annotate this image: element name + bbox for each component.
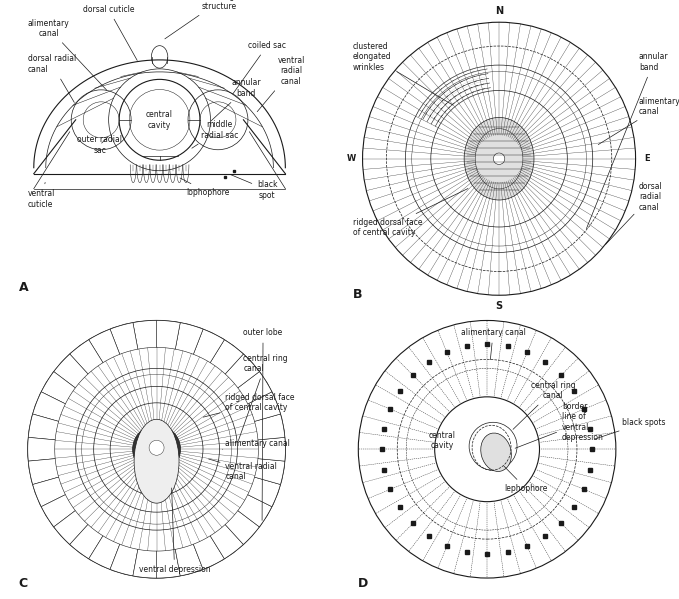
Text: dorsal elongated
structure: dorsal elongated structure [165, 0, 252, 39]
Text: ventral
radial
canal: ventral radial canal [257, 56, 305, 111]
Ellipse shape [134, 419, 179, 503]
Ellipse shape [481, 433, 511, 471]
Text: ridged dorsal face
of central cavity: ridged dorsal face of central cavity [353, 189, 468, 237]
Polygon shape [258, 437, 285, 461]
Text: central ring
canal: central ring canal [513, 381, 575, 429]
Text: clustered
elongated
wrinkles: clustered elongated wrinkles [353, 42, 453, 105]
Text: B: B [353, 289, 363, 301]
Text: annular
band: annular band [211, 78, 261, 121]
Text: central
cavity: central cavity [428, 431, 456, 450]
Polygon shape [248, 477, 280, 507]
Polygon shape [238, 495, 272, 527]
Polygon shape [33, 392, 65, 421]
Circle shape [494, 153, 504, 165]
Polygon shape [89, 329, 120, 362]
Polygon shape [238, 371, 272, 404]
Polygon shape [255, 414, 285, 440]
Text: alimentary canal: alimentary canal [460, 328, 526, 359]
Text: lophophore: lophophore [180, 178, 230, 196]
Polygon shape [110, 323, 138, 354]
Polygon shape [157, 320, 180, 349]
Polygon shape [175, 544, 203, 576]
Polygon shape [33, 477, 65, 507]
Text: A: A [19, 280, 29, 294]
Polygon shape [29, 414, 58, 440]
Polygon shape [70, 525, 103, 559]
Polygon shape [29, 459, 58, 485]
Polygon shape [225, 354, 259, 388]
Text: central
cavity: central cavity [146, 110, 173, 129]
Text: lephophore: lephophore [504, 466, 548, 493]
Text: ventral
cuticle: ventral cuticle [28, 183, 55, 208]
Text: outer radial
sac: outer radial sac [77, 135, 122, 155]
Text: coiled sac: coiled sac [233, 41, 287, 93]
Polygon shape [210, 340, 243, 374]
Text: central ring
canal: central ring canal [238, 354, 288, 441]
Polygon shape [194, 329, 224, 362]
Polygon shape [110, 544, 138, 576]
Text: ventral radial
canal: ventral radial canal [208, 459, 277, 481]
Text: black spots: black spots [594, 418, 665, 439]
Text: dorsal
radial
canal: dorsal radial canal [606, 181, 663, 244]
Polygon shape [54, 510, 88, 544]
Polygon shape [41, 371, 75, 404]
Text: middle
radial sac: middle radial sac [192, 120, 238, 148]
Text: alimentary canal: alimentary canal [223, 439, 291, 449]
Polygon shape [70, 340, 103, 374]
Polygon shape [157, 549, 180, 578]
Polygon shape [28, 437, 55, 461]
Circle shape [149, 440, 164, 455]
Polygon shape [133, 549, 157, 578]
Text: W: W [347, 154, 356, 164]
Polygon shape [194, 536, 224, 569]
Text: ridged dorsal face
of central cavity: ridged dorsal face of central cavity [203, 393, 295, 417]
Text: black
spot: black spot [231, 175, 278, 199]
Polygon shape [255, 459, 285, 485]
Text: border
line of
ventral
depression: border line of ventral depression [515, 402, 604, 448]
Ellipse shape [464, 117, 534, 200]
Text: outer lobe: outer lobe [244, 328, 282, 521]
Text: ventral depression: ventral depression [139, 488, 210, 574]
Text: D: D [359, 577, 369, 590]
Text: alimentary
canal: alimentary canal [598, 97, 679, 144]
Text: annular
band: annular band [587, 53, 668, 229]
Polygon shape [210, 525, 243, 559]
Polygon shape [225, 510, 259, 544]
Text: E: E [644, 154, 650, 164]
Text: C: C [19, 577, 28, 590]
Polygon shape [41, 495, 75, 527]
Polygon shape [248, 392, 280, 421]
Text: dorsal cuticle: dorsal cuticle [83, 5, 137, 60]
Text: alimentary
canal: alimentary canal [28, 19, 107, 90]
Text: dorsal radial
canal: dorsal radial canal [28, 55, 76, 102]
Polygon shape [175, 323, 203, 354]
Text: S: S [496, 301, 502, 311]
Circle shape [132, 425, 181, 473]
Polygon shape [89, 536, 120, 569]
Text: N: N [495, 6, 503, 16]
Polygon shape [133, 320, 157, 349]
Polygon shape [54, 354, 88, 388]
